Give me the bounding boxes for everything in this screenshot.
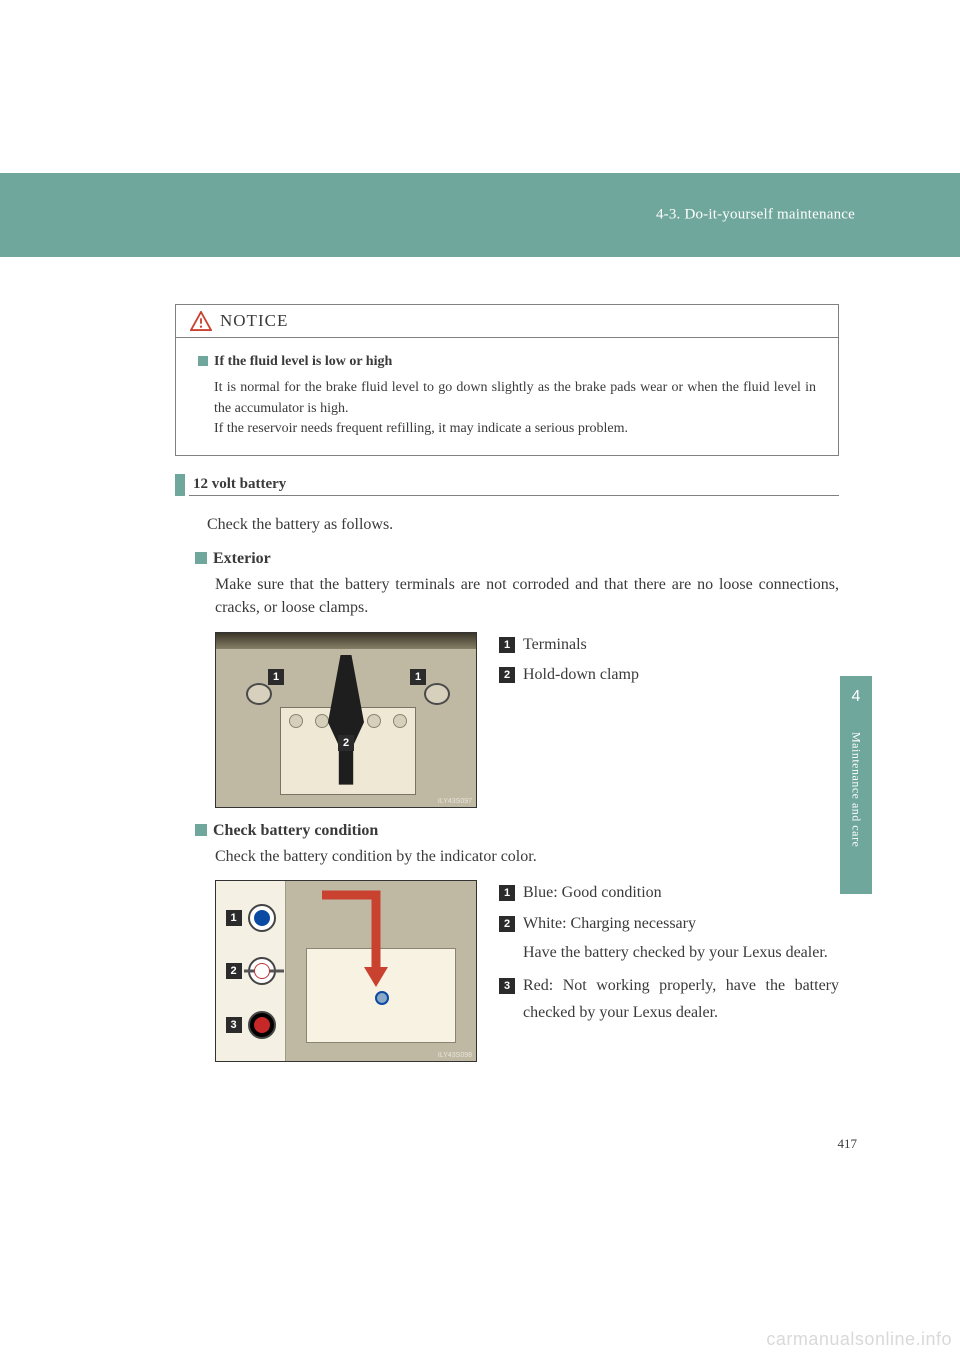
square-bullet-icon xyxy=(195,552,207,564)
callout-chip-2: 2 xyxy=(226,963,242,979)
square-bullet-icon xyxy=(195,824,207,836)
figure-battery-exterior: 1 1 2 ILY43S097 xyxy=(215,632,477,808)
callout-chip-1: 1 xyxy=(226,910,242,926)
num-chip-icon: 2 xyxy=(499,916,515,932)
figure-code: ILY43S097 xyxy=(438,798,472,805)
legend-row: 1 Blue: Good condition xyxy=(499,880,839,906)
figure-block-exterior: 1 1 2 ILY43S097 1 Terminals 2 Hold-down … xyxy=(175,632,839,808)
subheading-exterior: Exterior xyxy=(175,550,839,568)
header-section-label: 4-3. Do-it-yourself maintenance xyxy=(656,207,855,224)
num-chip-icon: 3 xyxy=(499,978,515,994)
exterior-text: Make sure that the battery terminals are… xyxy=(175,574,839,619)
notice-paragraph-1: It is normal for the brake fluid level t… xyxy=(214,378,816,419)
section-heading: 12 volt battery xyxy=(175,474,839,496)
legend-row: 3 Red: Not working properly, have the ba… xyxy=(499,973,839,1026)
notice-subtitle-row: If the fluid level is low or high xyxy=(198,352,816,372)
subheading-condition-text: Check battery condition xyxy=(213,822,378,839)
section-intro: Check the battery as follows. xyxy=(175,516,839,534)
num-chip-icon: 1 xyxy=(499,885,515,901)
callout-chip-1: 1 xyxy=(410,669,426,685)
section-accent-bar xyxy=(175,474,185,496)
figure-battery-indicator: 1 2 3 ILY43S098 xyxy=(215,880,477,1062)
legend-item-1: Blue: Good condition xyxy=(523,880,839,906)
page-content: NOTICE If the fluid level is low or high… xyxy=(175,304,839,1076)
legend-item-2-sub: Have the battery checked by your Lexus d… xyxy=(499,941,839,965)
num-chip-icon: 2 xyxy=(499,667,515,683)
square-bullet-icon xyxy=(198,356,208,366)
notice-title: NOTICE xyxy=(220,311,288,331)
notice-head: NOTICE xyxy=(176,305,838,338)
subheading-exterior-text: Exterior xyxy=(213,550,271,567)
page-number: 417 xyxy=(838,1136,858,1152)
legend-row: 2 White: Charging necessary xyxy=(499,911,839,937)
pointer-arrow-icon xyxy=(312,889,392,1009)
legend-item-2: White: Charging necessary xyxy=(523,911,839,937)
legend-item-1: Terminals xyxy=(523,632,839,658)
warning-triangle-icon xyxy=(190,311,212,331)
legend-row: 2 Hold-down clamp xyxy=(499,662,839,688)
notice-paragraph-2: If the reservoir needs frequent refillin… xyxy=(214,419,816,439)
callout-chip-1: 1 xyxy=(268,669,284,685)
notice-body: If the fluid level is low or high It is … xyxy=(176,338,838,455)
legend-exterior: 1 Terminals 2 Hold-down clamp xyxy=(499,632,839,808)
callout-chip-3: 3 xyxy=(226,1017,242,1033)
callout-chip-2: 2 xyxy=(338,735,354,751)
section-title: 12 volt battery xyxy=(189,474,839,496)
side-tab-number: 4 xyxy=(840,676,872,706)
notice-box: NOTICE If the fluid level is low or high… xyxy=(175,304,839,456)
legend-item-3: Red: Not working properly, have the batt… xyxy=(523,973,839,1026)
notice-subtitle: If the fluid level is low or high xyxy=(214,354,392,369)
figure-code: ILY43S098 xyxy=(438,1052,472,1059)
indicator-white-icon xyxy=(248,957,276,985)
legend-row: 1 Terminals xyxy=(499,632,839,658)
subheading-condition: Check battery condition xyxy=(175,822,839,840)
num-chip-icon: 1 xyxy=(499,637,515,653)
figure-block-condition: 1 2 3 ILY43S098 1 Blue: Good xyxy=(175,880,839,1062)
side-tab-label: Maintenance and care xyxy=(849,732,864,847)
indicator-red-icon xyxy=(248,1011,276,1039)
legend-item-2: Hold-down clamp xyxy=(523,662,839,688)
indicator-blue-icon xyxy=(248,904,276,932)
watermark: carmanualsonline.info xyxy=(766,1329,952,1350)
legend-condition: 1 Blue: Good condition 2 White: Charging… xyxy=(499,880,839,1062)
condition-text: Check the battery condition by the indic… xyxy=(175,846,839,869)
side-tab: 4 Maintenance and care xyxy=(840,676,872,894)
header-bar: 4-3. Do-it-yourself maintenance xyxy=(0,173,960,257)
